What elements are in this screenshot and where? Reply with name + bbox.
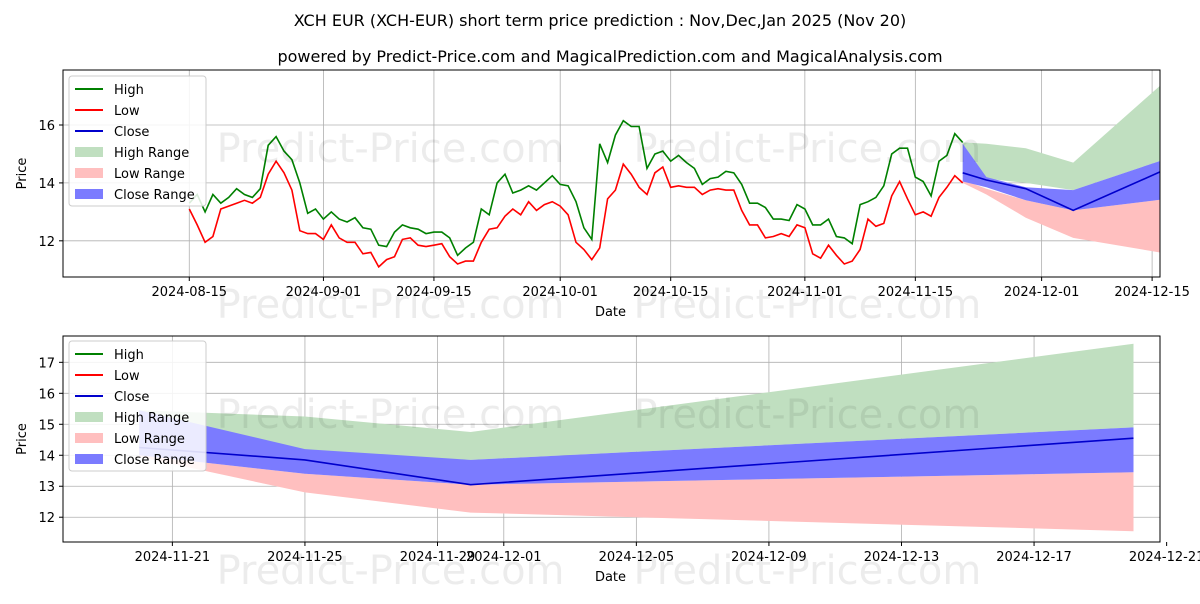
legend-label: Close <box>114 390 149 405</box>
y-tick-label: 13 <box>38 480 55 495</box>
legend-label: Low Range <box>114 432 185 447</box>
y-axis-label: Price <box>15 158 30 190</box>
legend-swatch-low-range <box>75 168 103 178</box>
x-tick-label: 2024-09-15 <box>396 285 472 300</box>
x-tick-label: 2024-10-01 <box>522 285 598 300</box>
x-axis-label: Date <box>595 305 626 320</box>
y-tick-label: 12 <box>38 511 55 526</box>
watermark: Predict-Price.com <box>217 548 565 594</box>
close-line <box>962 171 1160 212</box>
legend-label: High <box>114 83 144 98</box>
x-tick-label: 2024-12-05 <box>599 550 675 565</box>
close-line <box>139 437 1134 486</box>
plot-frame <box>62 69 1161 278</box>
x-tick-label: 2024-12-21 <box>1129 550 1200 565</box>
x-axis-label: Date <box>595 570 626 585</box>
legend-label: Low <box>114 369 140 384</box>
watermark: Predict-Price.com <box>633 126 981 172</box>
x-tick-label: 2024-09-01 <box>286 285 362 300</box>
legend-label: Close <box>114 125 149 140</box>
legend: High Low Close High Range Low Range Close Ran… <box>68 340 207 472</box>
x-tick-label: 2024-11-15 <box>878 285 954 300</box>
watermark: Predict-Price.com <box>633 282 981 328</box>
y-tick-label: 14 <box>38 177 55 192</box>
y-tick-label: 16 <box>38 119 55 134</box>
watermark: Predict-Price.com <box>633 392 981 438</box>
legend: High Low Close High Range Low Range Close Ran… <box>68 75 207 207</box>
legend-label: Close Range <box>114 188 195 203</box>
x-tick-label: 2024-12-09 <box>731 550 807 565</box>
y-tick-label: 17 <box>38 356 55 371</box>
y-tick-label: 16 <box>38 387 55 402</box>
chart-title: XCH EUR (XCH-EUR) short term price predi… <box>294 11 907 30</box>
legend-label: High Range <box>114 411 189 426</box>
legend-box <box>68 75 207 207</box>
legend-swatch-high-range <box>75 412 103 422</box>
x-tick-label: 2024-08-15 <box>151 285 227 300</box>
legend-label: High <box>114 348 144 363</box>
y-tick-label: 14 <box>38 449 55 464</box>
high-range-band <box>962 85 1160 191</box>
y-tick-label: 12 <box>38 235 55 250</box>
x-tick-label: 2024-11-29 <box>400 550 476 565</box>
series-line-high <box>188 119 964 257</box>
x-tick-label: 2024-12-15 <box>1114 285 1190 300</box>
x-tick-label: 2024-12-01 <box>1004 285 1080 300</box>
legend-label: Low <box>114 104 140 119</box>
legend-swatch-close-range <box>75 189 103 199</box>
watermark: Predict-Price.com <box>217 282 565 328</box>
watermark: Predict-Price.com <box>633 548 981 594</box>
legend-swatch-close-range <box>75 454 103 464</box>
legend-swatch-low-range <box>75 433 103 443</box>
legend-box <box>68 340 207 472</box>
y-axis-label: Price <box>15 423 30 455</box>
x-tick-label: 2024-12-17 <box>996 550 1072 565</box>
x-tick-label: 2024-12-13 <box>864 550 940 565</box>
x-tick-label: 2024-10-15 <box>633 285 709 300</box>
legend-label: Close Range <box>114 453 195 468</box>
x-tick-label: 2024-11-01 <box>767 285 843 300</box>
close-range-band <box>139 410 1134 485</box>
watermark: Predict-Price.com <box>217 392 565 438</box>
legend-label: High Range <box>114 146 189 161</box>
x-tick-label: 2024-11-25 <box>267 550 343 565</box>
legend-swatch-high-range <box>75 147 103 157</box>
y-tick-label: 15 <box>38 418 55 433</box>
series-line-low <box>188 159 964 269</box>
chart-subtitle: powered by Predict-Price.com and Magical… <box>277 47 942 66</box>
watermark: Predict-Price.com <box>217 126 565 172</box>
plot-area <box>188 85 1160 269</box>
x-tick-label: 2024-11-21 <box>135 550 211 565</box>
chart-panel-history: Predict-Price.com Predict-Price.com Predic… <box>15 69 1190 328</box>
chart-panel-forecast: Predict-Price.com Predict-Price.com Predic… <box>15 335 1200 594</box>
legend-label: Low Range <box>114 167 185 182</box>
low-range-band <box>962 180 1160 253</box>
plot-frame <box>62 335 1161 543</box>
low-range-band <box>139 455 1134 532</box>
plot-area <box>139 343 1134 532</box>
x-tick-label: 2024-12-01 <box>466 550 542 565</box>
high-range-band <box>139 343 1134 460</box>
